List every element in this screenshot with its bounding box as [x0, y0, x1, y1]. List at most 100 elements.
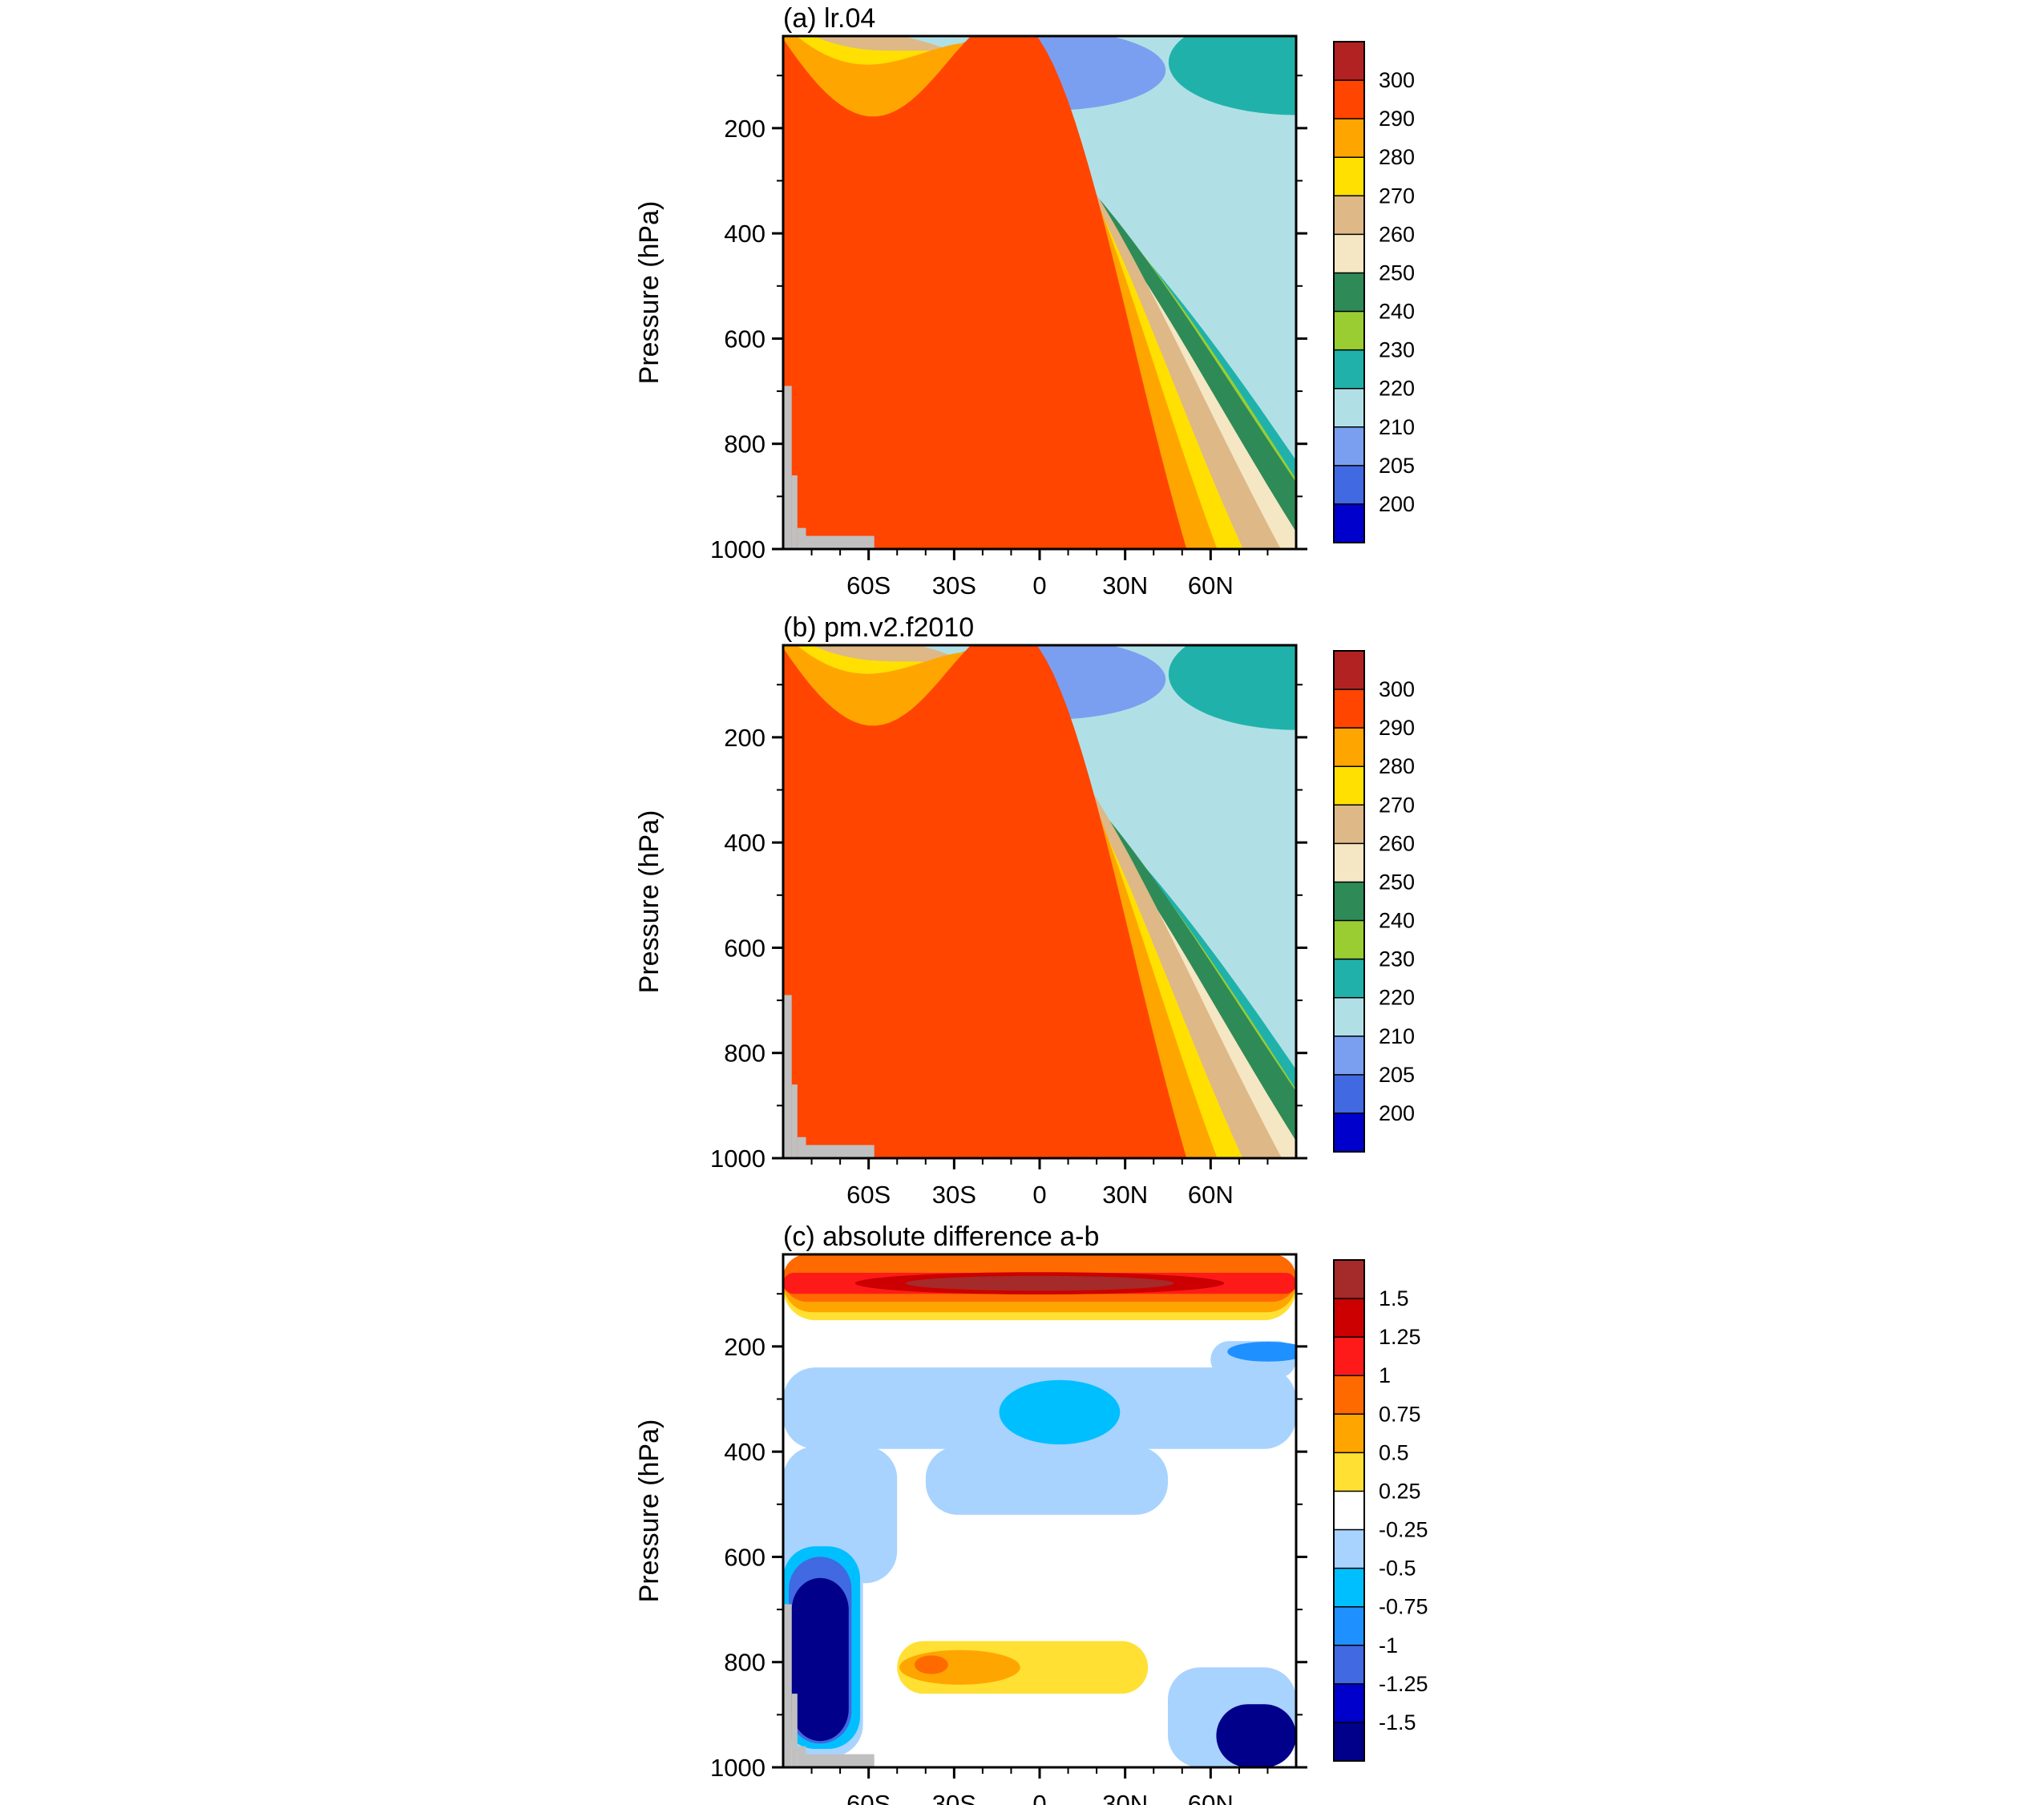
panel-c-colorbar: 1.5 1.25 1 0.75 0.5 0.25 -0.25 -0.5 -0.75 -1 -1.25…	[1333, 1259, 1428, 1762]
panel-a-x-axis: 60S 30S 0 30N 60N	[810, 549, 1269, 600]
colorbar-label: 230	[1379, 338, 1415, 362]
panel-a-colorbar: 300 290 280 270 260 250 240 230 220 210 205 200	[1333, 41, 1415, 543]
y-tick-label: 600	[724, 325, 765, 353]
colorbar-label: 220	[1379, 986, 1415, 1010]
colorbar-label: -0.75	[1379, 1595, 1428, 1619]
colorbar-swatch	[1334, 997, 1364, 1037]
panel-b-title: (b) pm.v2.f2010	[783, 612, 974, 643]
colorbar-swatch	[1334, 959, 1364, 999]
colorbar-label: 200	[1379, 1101, 1415, 1125]
colorbar-swatch	[1334, 843, 1364, 882]
colorbar-swatch	[1334, 273, 1364, 313]
colorbar-label: 300	[1379, 68, 1415, 92]
y-tick-label: 1000	[710, 1754, 765, 1782]
colorbar-swatch	[1334, 728, 1364, 767]
contour-d_sh_navy	[791, 1577, 849, 1742]
colorbar-swatch	[1334, 426, 1364, 466]
y-tick-label: 600	[724, 1543, 765, 1571]
topography-step	[783, 386, 792, 549]
colorbar-swatch	[1334, 1337, 1364, 1376]
panel-c-title: (c) absolute difference a-b	[783, 1222, 1099, 1252]
colorbar-swatch	[1334, 1606, 1364, 1646]
colorbar-swatch	[1334, 766, 1364, 806]
panel-b-ylabel: Pressure (hPa)	[634, 810, 665, 994]
panel-c-x-axis: 60S 30S 0 30N 60N	[810, 1767, 1269, 1805]
topography-step	[806, 535, 875, 549]
x-tick-label: 60S	[846, 1790, 891, 1805]
panel-b-colorbar: 300 290 280 270 260 250 240 230 220 210 205 200	[1333, 650, 1415, 1153]
y-tick-label: 800	[724, 1649, 765, 1677]
colorbar-label: 1.5	[1379, 1286, 1409, 1310]
colorbar-label: 240	[1379, 300, 1415, 324]
colorbar-swatch	[1334, 349, 1364, 390]
colorbar-label: -1.5	[1379, 1710, 1416, 1734]
colorbar-swatch	[1334, 805, 1364, 844]
topography-step	[783, 995, 792, 1158]
colorbar-swatch	[1334, 1452, 1364, 1492]
contour-t290	[783, 645, 1187, 1158]
colorbar-label: 290	[1379, 107, 1415, 131]
y-tick-label: 400	[724, 220, 765, 248]
contour-topo	[783, 1604, 875, 1767]
colorbar-frame	[1333, 1259, 1365, 1762]
colorbar-swatch	[1334, 465, 1364, 505]
x-tick-label: 60N	[1188, 571, 1234, 600]
colorbar-swatch	[1334, 1414, 1364, 1453]
colorbar-swatch	[1334, 1375, 1364, 1415]
panel-c-y-axis: 200 400 600 800 1000	[710, 1293, 1307, 1782]
contour-topo	[783, 995, 875, 1158]
topography-step	[791, 1084, 798, 1158]
contour-nh220	[1168, 36, 1296, 115]
y-tick-label: 1000	[710, 1145, 765, 1173]
colorbar-swatch	[1334, 196, 1364, 235]
panel-c-ylabel: Pressure (hPa)	[634, 1419, 665, 1603]
x-tick-label: 30S	[932, 1790, 976, 1805]
x-tick-label: 30S	[932, 1181, 976, 1209]
topography-step	[806, 1754, 875, 1767]
colorbar-swatch	[1334, 157, 1364, 196]
contour-d_nh_blue	[1227, 1342, 1296, 1362]
colorbar-swatch	[1334, 1298, 1364, 1338]
panel-a-ylabel: Pressure (hPa)	[634, 201, 665, 385]
colorbar-label: -1	[1379, 1633, 1398, 1658]
y-tick-label: 400	[724, 1438, 765, 1466]
colorbar-label: 205	[1379, 1063, 1415, 1087]
x-tick-label: 0	[1032, 571, 1046, 600]
colorbar-swatch	[1334, 1260, 1364, 1299]
colorbar-frame	[1333, 41, 1365, 543]
colorbar-label: 200	[1379, 492, 1415, 516]
x-tick-label: 0	[1032, 1790, 1046, 1805]
colorbar-swatch	[1334, 1645, 1364, 1685]
colorbar-label: 240	[1379, 909, 1415, 933]
y-tick-label: 200	[724, 724, 765, 752]
y-tick-label: 400	[724, 829, 765, 857]
colorbar-label: 210	[1379, 415, 1415, 439]
x-tick-label: 60N	[1188, 1181, 1234, 1209]
contour-d_neg_mid	[925, 1446, 1168, 1515]
contour-d_neg_cyan	[999, 1379, 1121, 1445]
x-tick-label: 30S	[932, 571, 976, 600]
x-tick-label: 30N	[1102, 571, 1148, 600]
colorbar-swatch	[1334, 42, 1364, 81]
colorbar-label: 270	[1379, 184, 1415, 208]
panel-c-contours	[783, 1254, 1296, 1767]
x-tick-label: 30N	[1102, 1181, 1148, 1209]
colorbar-label: 220	[1379, 377, 1415, 401]
colorbar-label: 290	[1379, 716, 1415, 740]
contour-d_nh_navy	[1216, 1704, 1296, 1767]
colorbar-label: 260	[1379, 831, 1415, 855]
x-tick-label: 30N	[1102, 1790, 1148, 1805]
topography-step	[783, 1604, 792, 1767]
colorbar-swatch	[1334, 1529, 1364, 1569]
x-tick-label: 60N	[1188, 1790, 1234, 1805]
colorbar-swatch	[1334, 1568, 1364, 1608]
panel-a-contours	[783, 36, 1296, 549]
x-tick-label: 0	[1032, 1181, 1046, 1209]
colorbar-label: 1.25	[1379, 1325, 1421, 1349]
colorbar-label: 260	[1379, 222, 1415, 246]
colorbar-swatch	[1334, 388, 1364, 428]
colorbar-swatch	[1334, 882, 1364, 922]
y-tick-label: 800	[724, 1040, 765, 1068]
panel-b-contours	[783, 645, 1296, 1158]
colorbar-swatch	[1334, 689, 1364, 729]
